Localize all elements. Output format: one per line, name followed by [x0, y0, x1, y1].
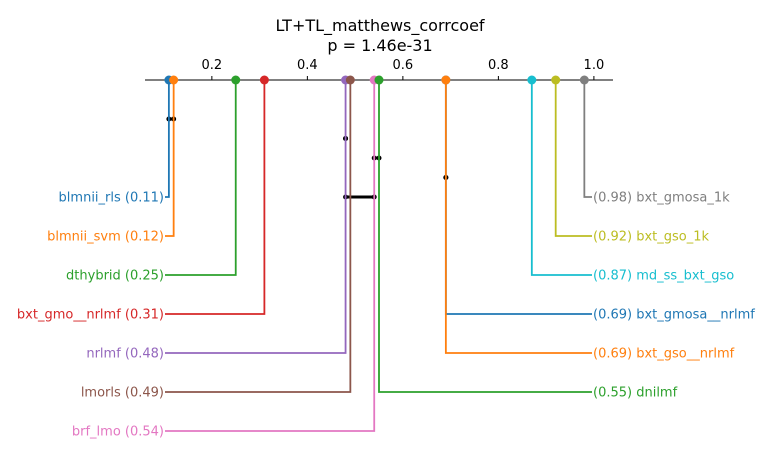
axis: 0.2 0.4 0.6 0.8 1.0	[145, 58, 613, 81]
series-label: brf_lmo (0.54)	[72, 425, 164, 440]
tick-label: 1.0	[584, 58, 605, 73]
series-line	[165, 80, 376, 432]
series-marker	[374, 75, 384, 85]
tick-label: 0.4	[297, 58, 318, 73]
series-line	[165, 80, 347, 354]
series-label: (0.87) md_ss_bxt_gso	[593, 269, 734, 284]
series-label: blmnii_svm (0.12)	[47, 230, 164, 245]
series-line	[583, 80, 592, 198]
series-line	[444, 80, 592, 354]
series-marker	[579, 75, 589, 85]
series-marker	[231, 75, 241, 85]
series-line	[444, 80, 592, 315]
series-marker	[259, 75, 269, 85]
series-label: bxt_gmo__nrlmf (0.31)	[17, 308, 164, 323]
series-label: (0.69) bxt_gso__nrlmf	[593, 347, 735, 362]
series-line	[165, 80, 266, 315]
series-label: (0.55) dnilmf	[593, 386, 678, 401]
series-marker	[345, 75, 355, 85]
chart-subtitle: p = 1.46e-31	[327, 36, 432, 55]
series-marker	[551, 75, 561, 85]
series-line	[530, 80, 592, 276]
series-line	[554, 80, 592, 237]
series-label: nrlmf (0.48)	[86, 347, 164, 362]
group-bars	[166, 116, 449, 200]
tick-label: 0.6	[393, 58, 414, 73]
series-label: lmorls (0.49)	[81, 386, 164, 401]
series-marker	[169, 75, 179, 85]
series-label: (0.92) bxt_gso_1k	[593, 230, 710, 245]
chart-title: LT+TL_matthews_corrcoef	[275, 16, 484, 36]
series-line	[378, 80, 592, 393]
series-label: blmnii_rls (0.11)	[59, 191, 164, 206]
series-line	[165, 80, 170, 198]
series-line	[165, 80, 237, 276]
tick-label: 0.8	[488, 58, 509, 73]
series-line	[165, 80, 352, 393]
series-label: (0.98) bxt_gmosa_1k	[593, 191, 730, 206]
series-marker	[441, 75, 451, 85]
series-marker	[527, 75, 537, 85]
series-layer: blmnii_rls (0.11) blmnii_svm (0.12) dthybr…	[17, 75, 755, 440]
tick-label: 0.2	[202, 58, 223, 73]
series-line	[165, 80, 175, 237]
series-label: dthybrid (0.25)	[66, 269, 164, 284]
series-label: (0.69) bxt_gmosa__nrlmf	[593, 308, 755, 323]
